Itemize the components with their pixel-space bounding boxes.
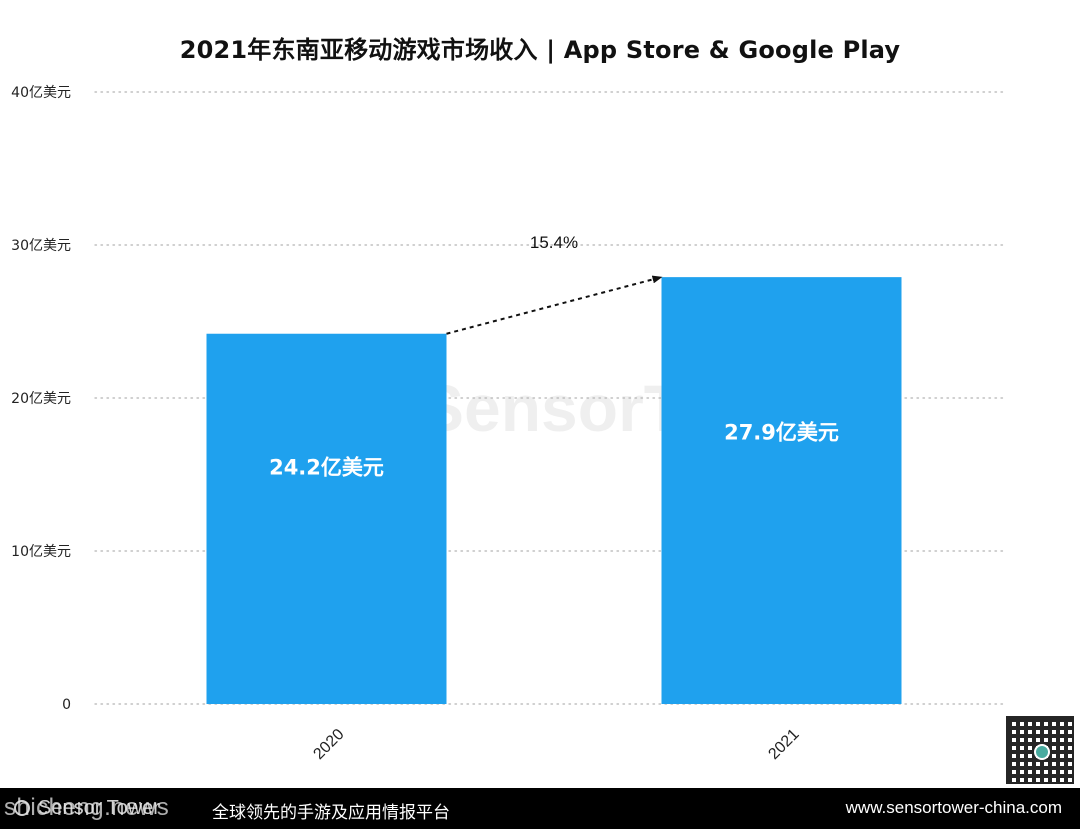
qr-code xyxy=(1006,716,1074,784)
y-tick-label: 40亿美元 xyxy=(11,85,71,101)
data-labels: 24.2亿美元 27.9亿美元 xyxy=(269,420,839,479)
x-tick-label: 2020 xyxy=(310,726,347,763)
site-watermark: shicheng.news xyxy=(4,794,170,821)
qr-center-icon xyxy=(1034,744,1050,760)
x-tick-label: 2021 xyxy=(765,726,802,763)
y-tick-label: 10亿美元 xyxy=(11,544,71,560)
data-label: 24.2亿美元 xyxy=(269,455,384,479)
chart-title: 2021年东南亚移动游戏市场收入 | App Store & Google Pl… xyxy=(179,36,901,64)
footer-brand-text: Sensor Tower xyxy=(38,797,160,819)
y-tick-label: 20亿美元 xyxy=(11,391,71,407)
sensortower-logo-icon xyxy=(14,800,30,816)
y-tick-label: 30亿美元 xyxy=(11,238,71,254)
growth-label: 15.4% xyxy=(530,233,578,252)
bars xyxy=(206,277,902,704)
bar-chart: 0 10亿美元 20亿美元 30亿美元 40亿美元 24.2亿美元 27.9亿美元 202… xyxy=(11,85,1006,763)
data-label: 27.9亿美元 xyxy=(724,420,839,444)
bar-2021 xyxy=(661,277,902,704)
x-axis-ticks: 2020 2021 xyxy=(310,726,802,763)
footer-bar: Sensor Tower 全球领先的手游及应用情报平台 www.sensorto… xyxy=(0,788,1080,829)
footer-url[interactable]: www.sensortower-china.com xyxy=(845,798,1062,817)
y-axis-ticks: 0 10亿美元 20亿美元 30亿美元 40亿美元 xyxy=(11,85,71,713)
growth-arrow xyxy=(446,275,663,335)
y-tick-label: 0 xyxy=(62,697,71,713)
footer-brand: Sensor Tower xyxy=(14,797,160,820)
bar-2020 xyxy=(206,333,447,704)
footer-slogan: 全球领先的手游及应用情报平台 xyxy=(212,803,450,823)
growth-annotation: 15.4% xyxy=(446,233,663,335)
